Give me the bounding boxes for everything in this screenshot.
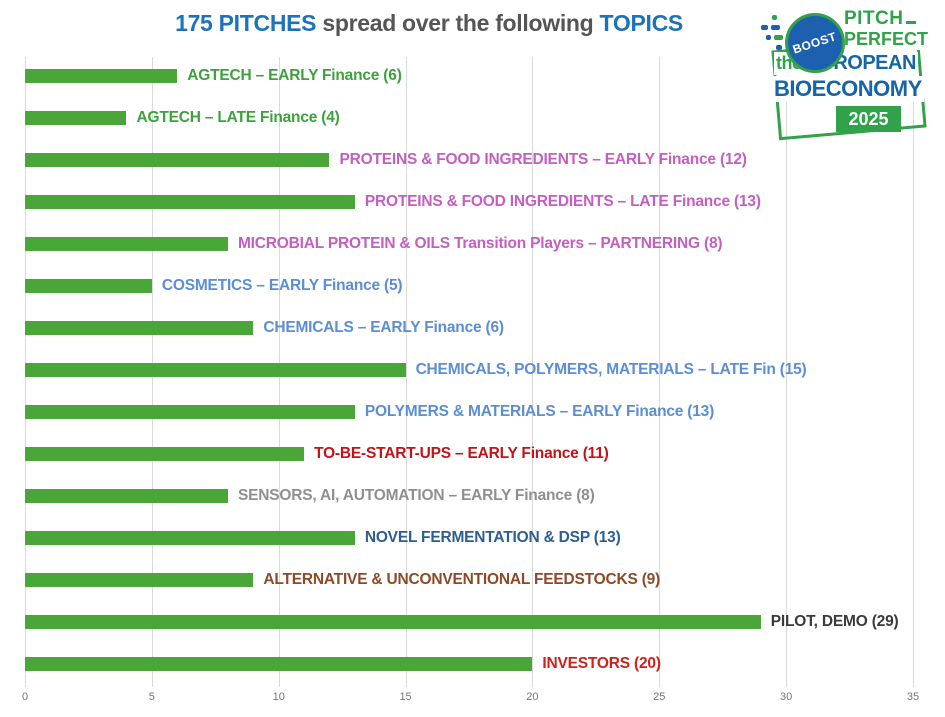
bar-label: ALTERNATIVE & UNCONVENTIONAL FEEDSTOCKS … — [263, 571, 661, 588]
logo-word-perfect: PERFECT — [842, 29, 931, 50]
bar — [25, 657, 533, 671]
bar-label: COSMETICS – EARLY Finance (5) — [161, 277, 403, 294]
grid-line — [532, 57, 534, 687]
bar — [25, 237, 228, 251]
logo-word-pitch: PITCH — [842, 8, 906, 30]
speed-dash-icon — [761, 25, 768, 30]
bar — [25, 615, 761, 629]
bar-label: AGTECH – LATE Finance (4) — [136, 109, 340, 126]
x-axis-tick-label: 15 — [399, 691, 412, 703]
page-title: 175 PITCHES spread over the following TO… — [0, 10, 858, 37]
grid-line — [913, 57, 914, 687]
speed-dash-icon — [771, 25, 780, 30]
logo-year-label: 2025 — [848, 108, 889, 129]
bar — [25, 321, 254, 335]
logo-year-box: 2025 — [836, 106, 901, 132]
bar — [25, 405, 355, 419]
bar — [25, 153, 330, 167]
bar — [25, 279, 152, 293]
speed-dash-icon — [774, 35, 783, 40]
bar — [25, 489, 228, 503]
speed-dash-icon — [766, 35, 771, 40]
speed-dash-icon — [776, 45, 782, 50]
bar-label: PILOT, DEMO (29) — [770, 613, 899, 630]
x-axis-tick-label: 10 — [272, 691, 285, 703]
title-accent-topics: TOPICS — [599, 10, 684, 36]
boost-badge-icon: BOOST — [785, 13, 845, 73]
bar — [25, 363, 406, 377]
logo-dash-line — [898, 21, 916, 24]
bar-label: MICROBIAL PROTEIN & OILS Transition Play… — [237, 235, 723, 252]
x-axis-tick-label: 5 — [148, 691, 155, 703]
bar — [25, 195, 355, 209]
bar-label: PROTEINS & FOOD INGREDIENTS – LATE Finan… — [364, 193, 761, 210]
x-axis-tick-label: 0 — [21, 691, 29, 703]
bar-label: AGTECH – EARLY Finance (6) — [187, 67, 402, 84]
boost-badge-label: BOOST — [791, 29, 839, 57]
bar-label: CHEMICALS, POLYMERS, MATERIALS – LATE Fi… — [415, 361, 807, 378]
bar — [25, 111, 127, 125]
x-axis-tick-label: 25 — [653, 691, 666, 703]
grid-line — [659, 57, 661, 687]
bar-label: INVESTORS (20) — [542, 655, 661, 672]
x-axis-tick-label: 30 — [780, 691, 793, 703]
speed-dash-icon — [772, 15, 777, 20]
bar-label: SENSORS, AI, AUTOMATION – EARLY Finance … — [237, 487, 595, 504]
logo-word-bioeconomy: BIOECONOMY — [772, 76, 924, 102]
x-axis-tick-label: 20 — [526, 691, 539, 703]
grid-line — [405, 57, 407, 687]
bar — [25, 447, 305, 461]
bar-label: TO-BE-START-UPS – EARLY Finance (11) — [314, 445, 609, 462]
bar — [25, 69, 178, 83]
bar-label: POLYMERS & MATERIALS – EARLY Finance (13… — [364, 403, 715, 420]
bar-label: NOVEL FERMENTATION & DSP (13) — [364, 529, 621, 546]
x-axis-tick-label: 35 — [906, 691, 920, 703]
bar-label: CHEMICALS – EARLY Finance (6) — [263, 319, 504, 336]
bar — [25, 531, 355, 545]
bar — [25, 573, 254, 587]
title-accent-pitches: 175 PITCHES — [175, 10, 317, 36]
title-middle-text: spread over the following — [316, 10, 600, 36]
bar-label: PROTEINS & FOOD INGREDIENTS – EARLY Fina… — [339, 151, 747, 168]
brand-logo: BOOST PITCH PERFECT the EUROPEAN BIOECON… — [760, 2, 940, 142]
grid-line — [786, 57, 788, 687]
